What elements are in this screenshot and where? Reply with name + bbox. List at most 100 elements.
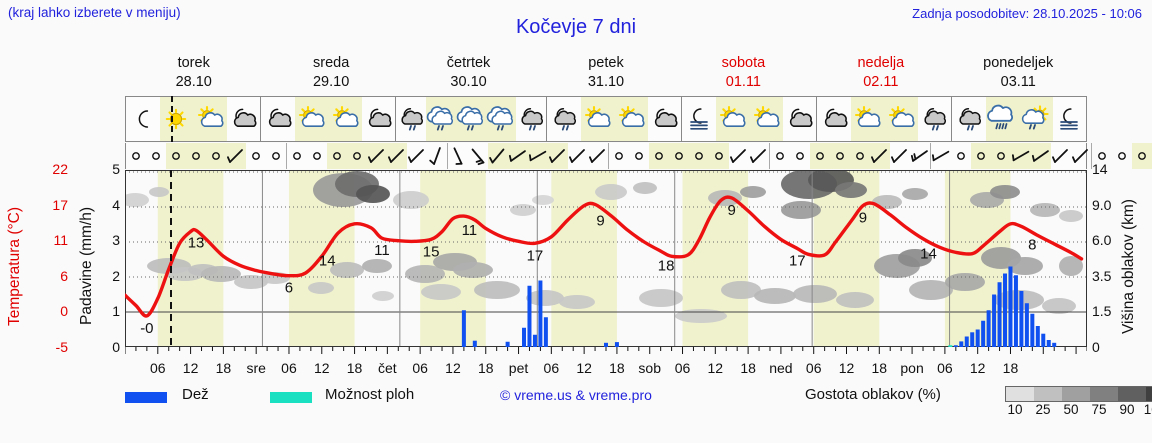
wind-barb-icon [1071,143,1091,169]
temperature-label: 14 [920,246,937,263]
rain-bar [604,342,608,347]
location-menu-note: (kraj lahko izberete v meniju) [8,5,181,20]
wind-calm-icon [790,143,810,169]
cloud-drizzle-icon [426,97,456,141]
wind-calm-icon [146,143,166,169]
temp-tick: 11 [53,232,68,249]
wind-calm-icon [186,143,206,169]
x-axis-label: 12 [838,360,855,376]
moon-fog-icon [682,97,716,141]
temperature-label: -0 [140,320,153,337]
wind-barb-icon [508,143,528,169]
wind-barb-icon [528,143,548,169]
moon-cloud-icon [261,97,295,141]
copyright-link[interactable]: © vreme.us & vreme.pro [500,387,652,403]
rain-bar [1013,275,1018,347]
cloud-density-step: 25 [1035,402,1051,417]
sun-cloud-icon [328,97,362,141]
day-date: 03.11 [1000,74,1036,90]
icon-day-ponedeljek [952,97,1086,141]
rain-bar [981,320,986,347]
rain-legend-label: Dež [182,386,209,403]
temp-tick: -5 [55,339,68,355]
temperature-label: 6 [285,280,293,297]
moon-fog-icon [1053,97,1087,141]
moon-cloud-icon [817,97,851,141]
temperature-label: 9 [596,212,604,229]
cloud-density-swatch [1118,387,1146,401]
wind-barb-icon [407,143,427,169]
cloud-density-swatch [1090,387,1118,401]
wind-barb-icon [568,143,588,169]
wind-calm-icon [1132,143,1152,169]
wind-calm-icon [307,143,327,169]
temperature-label: 8 [1028,236,1036,253]
sun-clear-icon [159,97,193,141]
cloud-tick: 1.5 [1092,303,1112,320]
wind-calm-icon [951,143,971,169]
temperature-label: 14 [319,252,336,269]
day-header-četrtek: četrtek 30.10 [400,54,537,94]
temperature-label: 13 [188,234,205,251]
day-date: 29.10 [312,74,350,90]
prec-tick: 1 [112,303,120,320]
x-axis-label: čet [378,360,397,376]
x-axis-label: 12 [445,360,461,376]
cloud-tick: 3.5 [1092,267,1112,284]
temperature-label: 11 [374,242,390,259]
shower-legend-swatch [270,392,312,403]
wind-day-torek [126,143,287,169]
day-date: 01.11 [725,74,761,90]
wind-calm-icon [629,143,649,169]
moon-cloud-drizzle-icon [396,97,426,141]
sun-cloud-icon [715,97,749,141]
moon-cloud-drizzle-icon [918,97,952,141]
cloud-density-colorbar [1005,386,1152,402]
cloud-density-swatch [1006,387,1034,401]
wind-calm-icon [649,143,669,169]
x-axis-label: 18 [740,360,756,376]
cloud-tick: 14 [1092,161,1108,177]
cloud-rain-icon [985,97,1019,141]
wind-barb-icon [427,143,447,169]
x-axis-label: pet [508,360,529,376]
wind-barb-icon [448,143,468,169]
moon-cloud-drizzle-icon [547,97,581,141]
cloud-tick: 9.0 [1092,196,1112,213]
meteogram-plot: -0 13 6 14 11 15 11 17 9 18 9 17 9 14 8 [125,170,1087,359]
x-axis-label: 18 [477,360,494,376]
icon-day-nedelja [817,97,952,141]
rain-bar [997,282,1002,347]
day-header-band: torek 28.10 sreda 29.10 četrtek 30.10 petek 31.… [125,54,1087,94]
moon-cloud-icon [227,97,261,141]
x-axis-label: ned [769,360,793,376]
wind-barb-icon [387,143,407,169]
x-axis-label: 18 [346,360,363,376]
rain-legend-swatch [125,392,167,403]
wind-calm-icon [669,143,689,169]
temperature-axis-ticks: 22 17 11 6 0 -5 [28,161,68,360]
x-axis-label: 06 [674,360,691,376]
temperature-label: 17 [789,252,806,269]
day-name: ponedeljek [983,55,1054,71]
rain-bar [1019,291,1024,347]
wind-calm-icon [246,143,266,169]
rain-bar [959,341,964,347]
x-axis-label: 18 [871,360,888,376]
cloud-height-axis-ticks: 14 9.0 6.0 3.5 1.5 0 [1092,161,1134,360]
wind-barb-icon [367,143,387,169]
wind-calm-icon [266,143,286,169]
x-axis-label: sob [638,360,662,376]
rain-bar [1035,326,1040,347]
wind-barb-icon [910,143,930,169]
rain-bar [614,342,619,347]
weather-icon-band [125,96,1087,142]
rain-bar [1030,313,1035,347]
sun-cloud-icon [884,97,918,141]
icon-day-sobota [682,97,817,141]
x-axis-label: 06 [805,360,822,376]
day-date: 30.10 [450,74,487,90]
rain-bar [1041,333,1046,347]
moon-cloud-drizzle-icon [952,97,986,141]
wind-barb-icon [890,143,910,169]
